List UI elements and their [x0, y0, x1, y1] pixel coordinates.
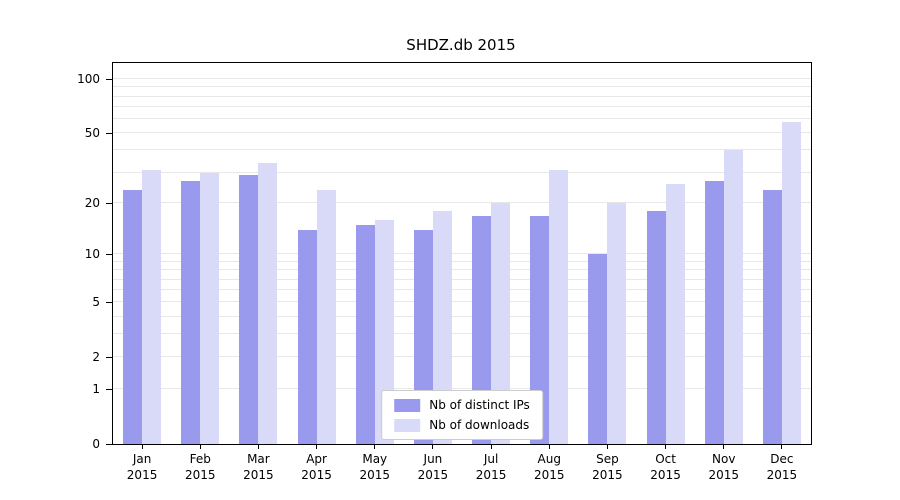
y-tick-label: 2	[92, 350, 100, 365]
x-tick-label-may: May 2015	[359, 452, 391, 482]
gridline	[113, 315, 811, 317]
legend-item-downloads: Nb of downloads	[394, 418, 530, 432]
bar-feb-series0	[181, 180, 201, 444]
gridline	[113, 289, 811, 291]
x-tick-label-apr: Apr 2015	[301, 452, 332, 482]
x-tick-mark	[316, 445, 318, 449]
y-tick-label: 20	[84, 196, 100, 211]
bar-dec-series0	[762, 189, 782, 444]
x-tick-label-jun: Jun 2015	[417, 452, 449, 482]
x-tick-label-jul: Jul 2015	[475, 452, 507, 482]
bar-nov-series1	[723, 150, 743, 444]
bar-sep-series1	[607, 203, 627, 444]
x-tick-mark	[432, 445, 434, 449]
bar-jun-series1	[432, 211, 452, 444]
gridline	[113, 78, 811, 80]
y-tick-mark	[106, 133, 112, 135]
gridline	[113, 132, 811, 134]
gridline	[113, 301, 811, 303]
x-tick-label-nov: Nov 2015	[708, 452, 740, 482]
x-tick-mark	[606, 445, 608, 449]
x-tick-mark	[374, 445, 376, 449]
x-tick-label-mar: Mar 2015	[243, 452, 274, 482]
bar-dec-series1	[781, 121, 801, 444]
legend-swatch-distinct-ips	[394, 398, 421, 412]
gridline	[113, 86, 811, 88]
plot-area: Nb of distinct IPs Nb of downloads	[112, 62, 812, 445]
y-tick-mark	[106, 79, 112, 81]
bar-aug-series0	[530, 215, 550, 444]
y-tick-label: 100	[77, 72, 100, 87]
x-tick-mark	[141, 445, 143, 449]
bar-mar-series0	[239, 175, 259, 444]
legend-item-distinct-ips: Nb of distinct IPs	[394, 398, 530, 412]
x-tick-label-aug: Aug 2015	[533, 452, 565, 482]
y-tick-mark	[106, 389, 112, 391]
gridline	[113, 253, 811, 255]
gridline	[113, 333, 811, 335]
legend-label-downloads: Nb of downloads	[429, 418, 530, 432]
bar-oct-series0	[646, 211, 666, 444]
x-tick-mark	[781, 445, 783, 449]
gridline	[113, 171, 811, 173]
x-tick-mark	[548, 445, 550, 449]
x-tick-mark	[490, 445, 492, 449]
gridline	[113, 202, 811, 204]
y-tick-mark	[106, 444, 112, 445]
x-tick-label-sep: Sep 2015	[592, 452, 623, 482]
y-tick-label: 0	[92, 437, 100, 451]
gridline	[113, 388, 811, 390]
gridline	[113, 95, 811, 97]
x-tick-label-jan: Jan 2015	[126, 452, 158, 482]
gridline	[113, 269, 811, 271]
x-tick-mark	[723, 445, 725, 449]
bar-aug-series1	[549, 170, 569, 444]
bar-feb-series1	[200, 172, 220, 444]
bar-mar-series1	[258, 162, 278, 444]
x-tick-mark	[665, 445, 667, 449]
legend: Nb of distinct IPs Nb of downloads	[381, 390, 543, 440]
x-tick-mark	[257, 445, 259, 449]
gridline	[113, 118, 811, 120]
bar-may-series1	[374, 220, 394, 444]
y-tick-mark	[106, 302, 112, 304]
bar-apr-series0	[297, 229, 317, 444]
bar-nov-series0	[704, 180, 724, 444]
x-tick-mark	[199, 445, 201, 449]
y-tick-label: 10	[84, 247, 100, 262]
bar-apr-series1	[316, 189, 336, 444]
bar-oct-series1	[665, 183, 685, 444]
y-tick-mark	[106, 203, 112, 205]
chart-title: SHDZ.db 2015	[406, 36, 516, 54]
gridline	[113, 106, 811, 108]
y-tick-mark	[106, 357, 112, 359]
x-tick-label-feb: Feb 2015	[184, 452, 216, 482]
bar-jul-series0	[472, 215, 492, 444]
x-tick-label-oct: Oct 2015	[650, 452, 681, 482]
gridline	[113, 261, 811, 263]
y-tick-label: 1	[92, 382, 100, 397]
gridline	[113, 149, 811, 151]
bar-jul-series1	[491, 203, 511, 444]
bar-jan-series0	[123, 189, 143, 444]
legend-swatch-downloads	[394, 418, 421, 432]
x-tick-label-dec: Dec 2015	[766, 452, 798, 482]
bar-sep-series0	[588, 254, 608, 444]
gridline	[113, 278, 811, 280]
bar-jan-series1	[142, 170, 162, 444]
bar-may-series0	[355, 224, 375, 444]
y-tick-label: 50	[84, 126, 100, 141]
y-tick-mark	[106, 254, 112, 256]
gridline	[113, 356, 811, 358]
legend-label-distinct-ips: Nb of distinct IPs	[429, 398, 530, 412]
y-tick-label: 5	[92, 295, 100, 310]
